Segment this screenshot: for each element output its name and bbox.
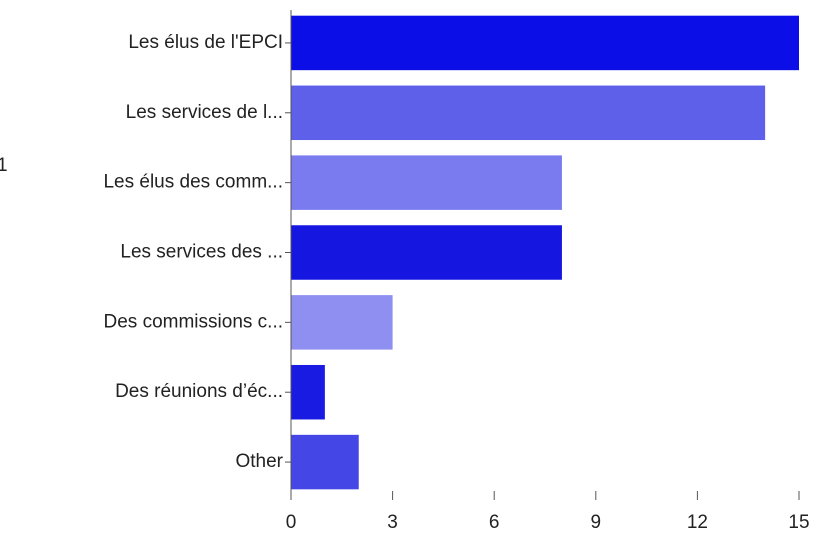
y-tick-label: Des commissions c...	[104, 311, 283, 332]
x-tick-label: 3	[387, 512, 398, 533]
x-tick-label: 0	[286, 512, 297, 533]
bar	[291, 364, 325, 420]
bar	[291, 434, 359, 490]
x-tick-label: 15	[788, 512, 809, 533]
bar	[291, 155, 562, 210]
y-tick-label: Other	[235, 451, 283, 472]
bar	[291, 295, 393, 350]
y-tick-label: Les élus des comm...	[103, 172, 283, 193]
bar	[291, 225, 562, 280]
bar	[291, 85, 766, 141]
annotation: 1	[0, 155, 8, 176]
x-tick-label: 12	[687, 512, 708, 533]
bar	[291, 15, 799, 71]
y-tick-label: Les services des ...	[120, 242, 283, 263]
y-tick-label: Des réunions d’éc...	[115, 381, 283, 402]
y-tick-label: Les services de l...	[126, 102, 283, 123]
y-tick-label: Les élus de l'EPCI	[128, 32, 283, 53]
x-tick-label: 9	[591, 512, 602, 533]
x-tick-label: 6	[489, 512, 500, 533]
